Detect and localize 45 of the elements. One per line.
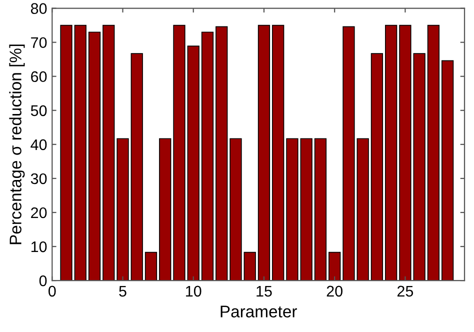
y-axis-title: Percentage σ reduction [%] [9,44,25,244]
bar [413,53,426,281]
x-tick-label: 5 [119,286,126,297]
x-tick-label: 10 [186,286,202,297]
bar [399,24,412,281]
y-tick-label: 20 [31,207,47,218]
bar [244,252,256,281]
x-tick-label: 20 [326,286,342,297]
bar [102,24,115,281]
bar [370,53,384,281]
bar [187,46,200,281]
y-tick-label: 30 [30,173,47,184]
bar [88,32,101,281]
y-tick-label: 0 [39,275,47,286]
bar [258,24,270,281]
y-tick-label: 10 [31,241,47,252]
bar [230,138,242,281]
y-tick-label: 80 [30,3,47,14]
bar [356,138,369,281]
bar [314,138,327,281]
bar [286,138,298,281]
y-tick-label: 70 [31,37,47,48]
bar [216,26,228,281]
bar [442,60,454,281]
bar [201,32,214,281]
bar [74,24,86,281]
bar [342,26,355,281]
bar [173,24,186,281]
bar [300,138,312,281]
bar [328,252,341,281]
bar [116,138,129,281]
x-tick-label: 15 [256,286,272,297]
bar [427,24,440,281]
bar [159,138,172,281]
bar [272,24,284,281]
y-tick-label: 60 [31,71,47,82]
bar [144,252,158,281]
bar [130,53,143,281]
x-tick-label: 0 [48,286,56,297]
bar [385,24,398,281]
x-axis-title: Parameter [220,306,297,318]
bar [60,24,72,281]
y-tick-label: 40 [30,139,47,150]
x-tick-label: 25 [397,286,414,297]
y-tick-label: 50 [30,105,47,116]
